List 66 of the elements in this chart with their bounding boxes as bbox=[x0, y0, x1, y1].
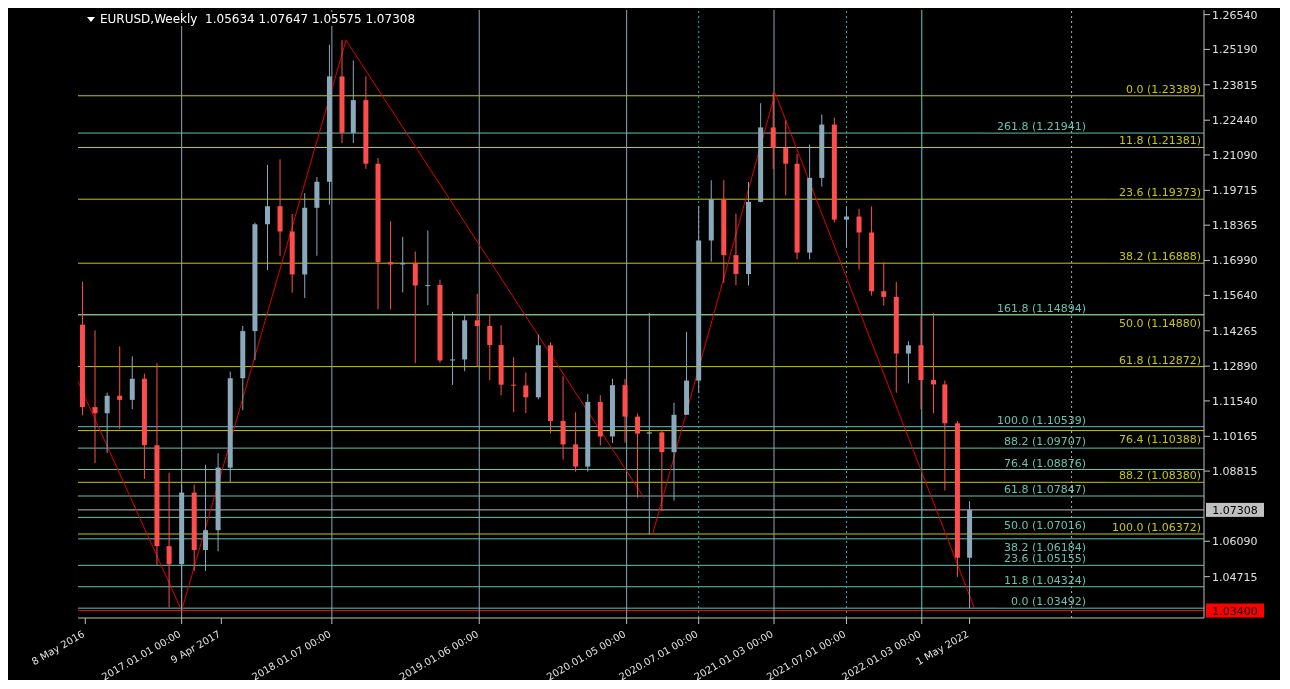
candlestick bbox=[474, 293, 480, 367]
y-tick-label: 1.22440 bbox=[1212, 114, 1258, 128]
y-tick-label: 1.18365 bbox=[1212, 219, 1258, 233]
ref-line-label: 88.2 (1.08380) bbox=[1118, 469, 1201, 483]
ref-line-label: 38.2 (1.06184) bbox=[1003, 540, 1086, 554]
candlestick bbox=[931, 312, 937, 414]
ref-line-label: 76.4 (1.08876) bbox=[1003, 456, 1086, 470]
y-tick-label: 1.14265 bbox=[1212, 324, 1258, 338]
candlestick bbox=[783, 119, 789, 196]
candlestick bbox=[523, 372, 529, 414]
candlestick bbox=[733, 213, 739, 286]
candlestick bbox=[843, 205, 849, 248]
y-tick-label: 1.19715 bbox=[1212, 184, 1258, 198]
ref-line-label: 1.03400 bbox=[1212, 604, 1258, 618]
candlestick bbox=[511, 356, 517, 413]
y-tick-label: 1.04715 bbox=[1212, 570, 1258, 584]
candlestick bbox=[659, 429, 665, 512]
y-tick-label: 1.21090 bbox=[1212, 148, 1258, 162]
ref-line-label: 50.0 (1.07016) bbox=[1003, 519, 1086, 533]
candlestick bbox=[166, 472, 172, 608]
y-tick-label: 1.06090 bbox=[1212, 535, 1258, 549]
candlestick bbox=[129, 355, 135, 410]
ref-line-label: 76.4 (1.10388) bbox=[1118, 432, 1201, 446]
ref-line-label: 161.8 (1.14894) bbox=[996, 301, 1086, 315]
ref-line-label: 61.8 (1.07847) bbox=[1003, 483, 1086, 497]
ref-line-label: 100.0 (1.06372) bbox=[1111, 521, 1201, 534]
candlestick bbox=[646, 312, 652, 535]
candlestick bbox=[264, 164, 270, 271]
candlestick bbox=[881, 261, 887, 307]
ref-line-label: 0.0 (1.03492) bbox=[1010, 595, 1086, 609]
ref-line-label: 11.8 (1.04324) bbox=[1003, 573, 1086, 587]
candlestick bbox=[635, 413, 641, 499]
ref-line-label: 38.2 (1.16888) bbox=[1118, 250, 1201, 264]
candlestick bbox=[856, 208, 862, 271]
ref-line-label: 261.8 (1.21941) bbox=[996, 120, 1086, 134]
candlestick bbox=[770, 92, 776, 170]
y-tick-label: 1.26540 bbox=[1212, 8, 1258, 22]
candlestick bbox=[425, 230, 431, 306]
candlestick bbox=[487, 314, 493, 381]
chart-title: EURUSD,Weekly 1.05634 1.07647 1.05575 1.07308 bbox=[100, 12, 416, 26]
y-tick-label: 1.25190 bbox=[1212, 43, 1258, 57]
candlestick bbox=[412, 251, 418, 364]
y-tick-label: 1.15640 bbox=[1212, 289, 1258, 303]
ref-line-label: 61.8 (1.12872) bbox=[1118, 353, 1201, 367]
ref-line-label: 0.0 (1.23389) bbox=[1125, 82, 1201, 96]
y-tick-label: 1.08815 bbox=[1212, 464, 1258, 478]
candlestick bbox=[104, 392, 110, 454]
candlestick bbox=[92, 329, 98, 464]
ref-line-label: 100.0 (1.10539) bbox=[996, 413, 1086, 427]
y-tick-label: 1.23815 bbox=[1212, 78, 1258, 92]
y-tick-label: 1.12890 bbox=[1212, 360, 1258, 374]
candlestick bbox=[573, 411, 579, 473]
candlestick bbox=[203, 464, 209, 572]
ref-line-label: 23.6 (1.19373) bbox=[1118, 186, 1201, 200]
y-tick-label: 1.10165 bbox=[1212, 430, 1258, 444]
ref-line-label: 50.0 (1.14880) bbox=[1118, 316, 1201, 330]
y-tick-label: 1.16990 bbox=[1212, 254, 1258, 268]
y-tick-label: 1.11540 bbox=[1212, 394, 1258, 408]
ref-line-label: 88.2 (1.09707) bbox=[1003, 435, 1086, 449]
candlestick bbox=[450, 311, 456, 386]
candlestick bbox=[117, 345, 123, 430]
candlestick bbox=[560, 375, 566, 461]
ref-line-label: 11.8 (1.21381) bbox=[1118, 134, 1201, 148]
candlestick bbox=[905, 340, 911, 384]
ref-line-label: 1.07308 bbox=[1212, 503, 1258, 517]
ref-line-label: 23.6 (1.05155) bbox=[1003, 552, 1086, 566]
